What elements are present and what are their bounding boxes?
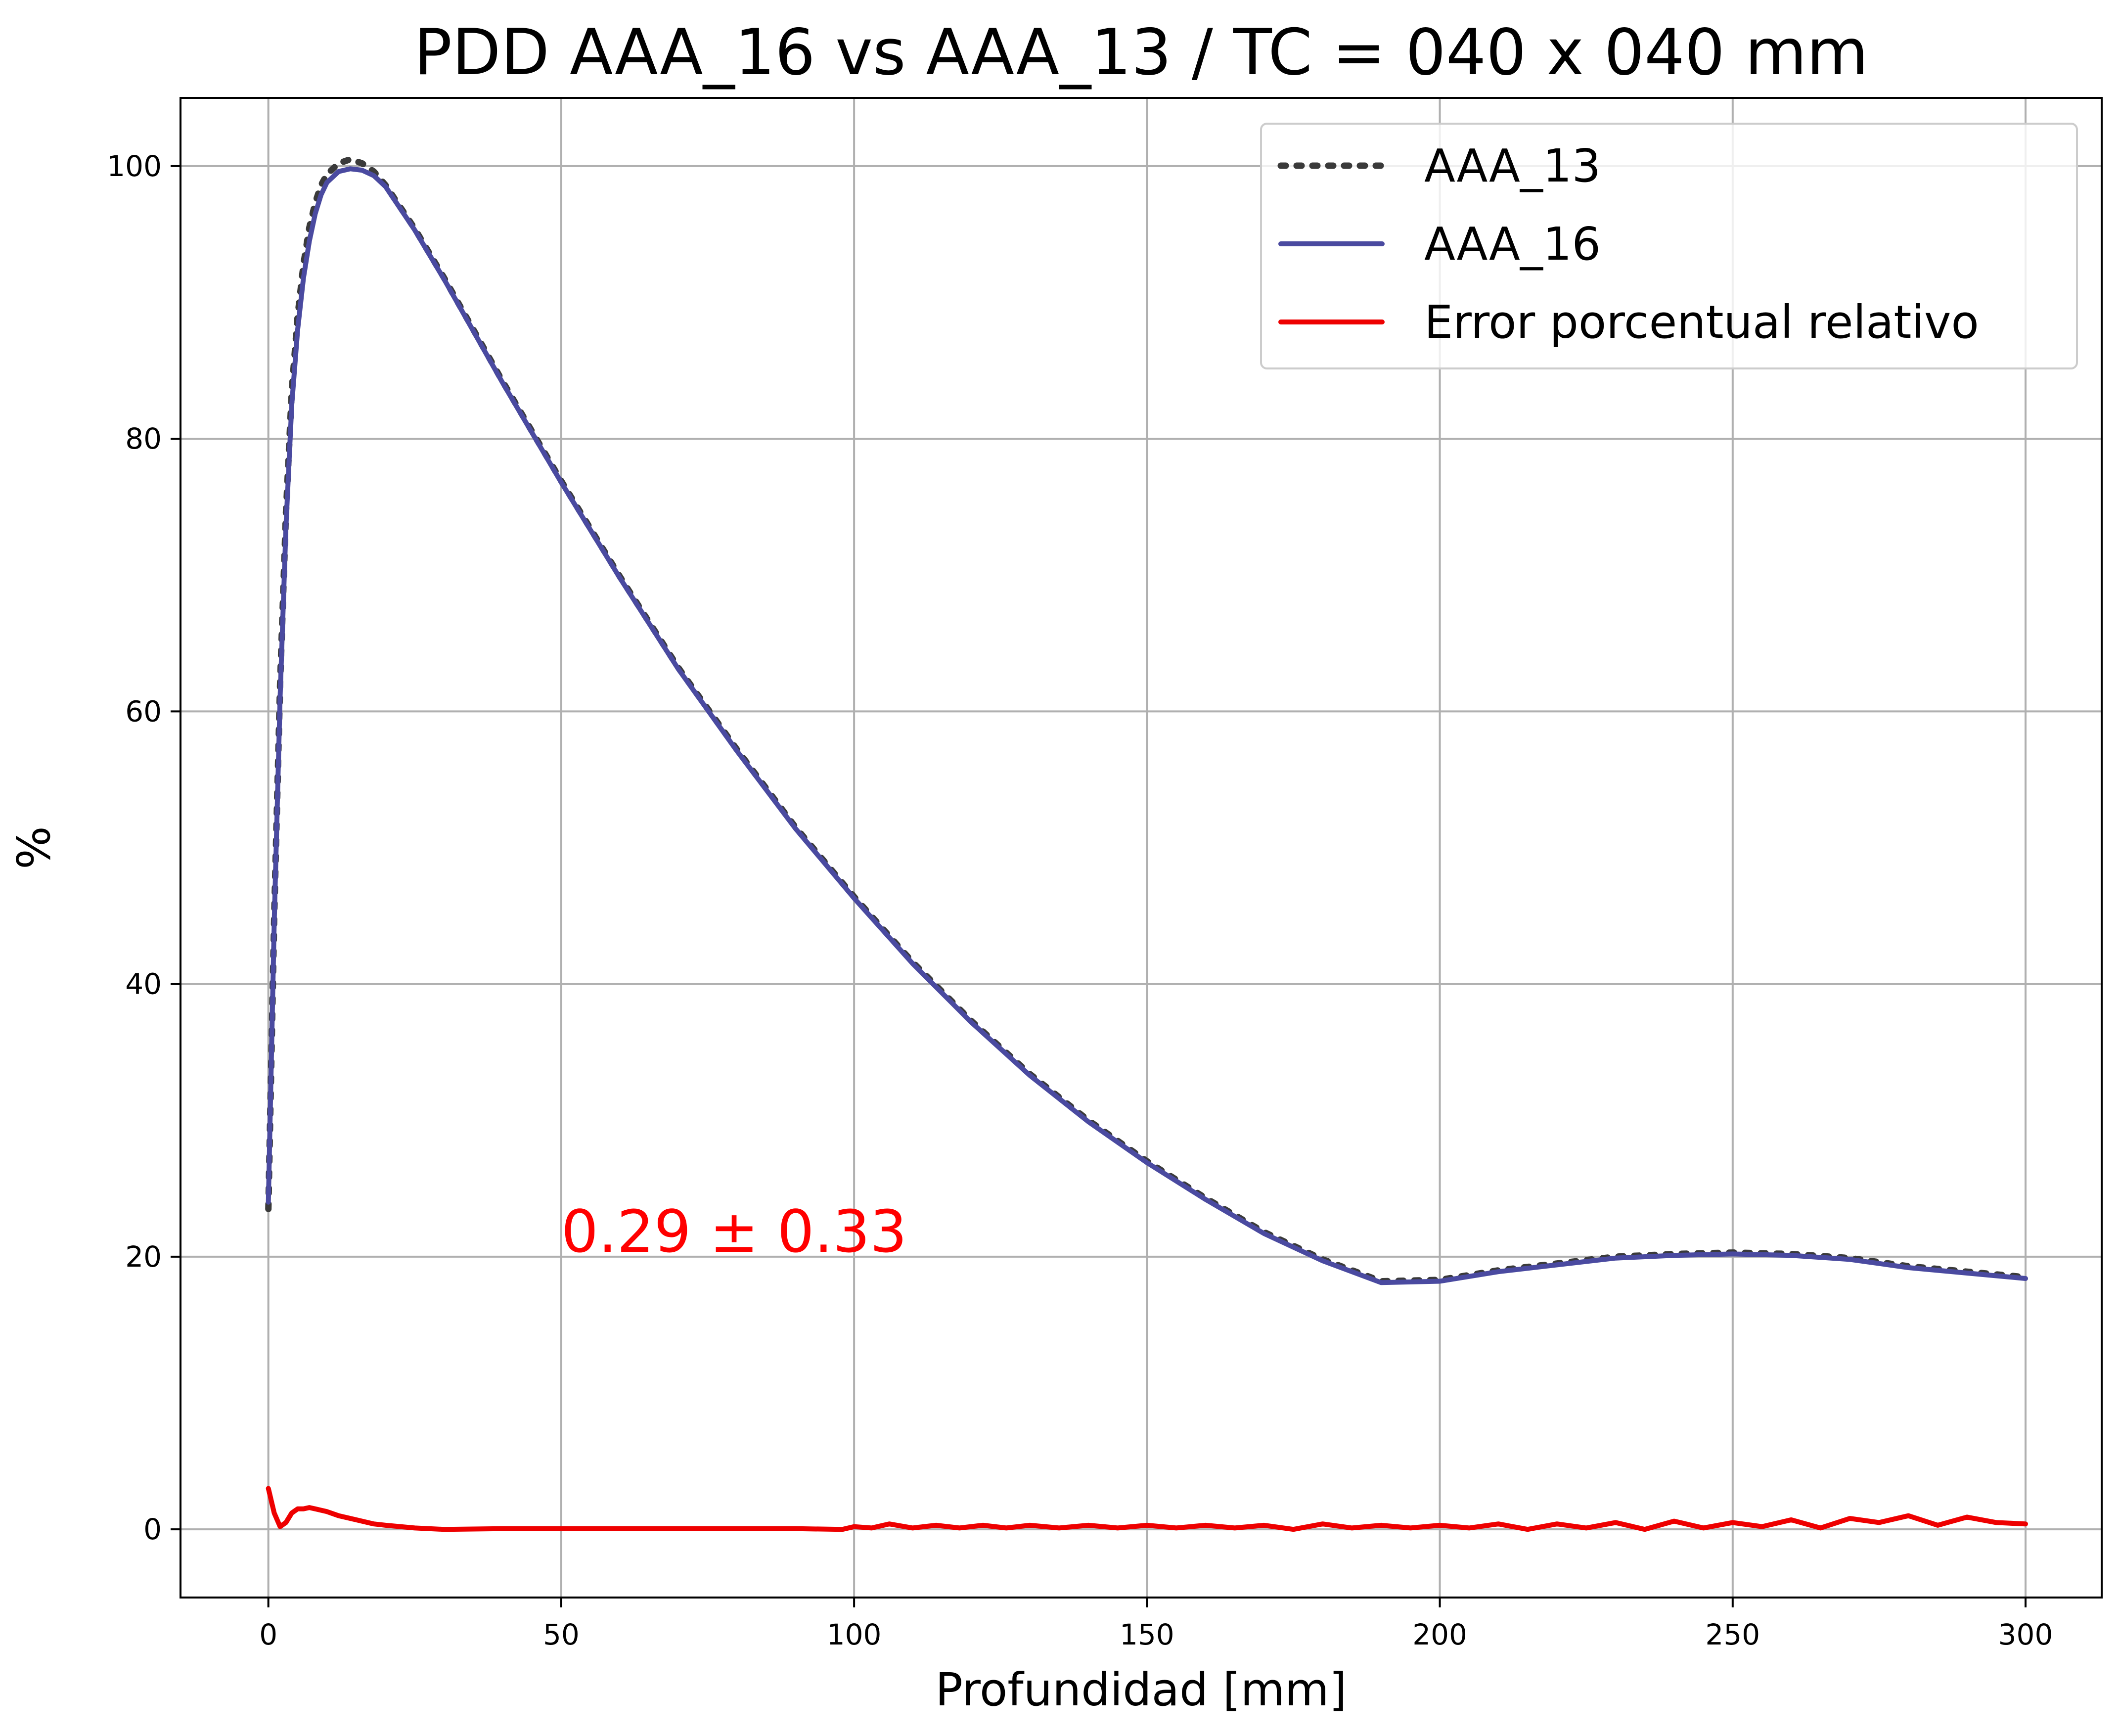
series-layer	[265, 156, 2029, 1532]
legend-entries: AAA_13 AAA_16 Error porcentual relativo	[1277, 139, 1979, 349]
y-tick-label: 80	[125, 422, 162, 456]
legend: AAA_13 AAA_16 Error porcentual relativo	[1260, 123, 2078, 369]
legend-label-aaa-13: AAA_13	[1424, 139, 1601, 192]
y-axis-ticks: 0 20 40 60 80 100	[107, 149, 180, 1546]
x-tick-label: 100	[827, 1618, 882, 1651]
legend-label-aaa-16: AAA_16	[1424, 218, 1601, 271]
error-stat-annotation: 0.29 ± 0.33	[561, 1197, 907, 1266]
legend-label-error-porcentual-relativo: Error porcentual relativo	[1424, 296, 1979, 349]
x-tick-label: 200	[1412, 1618, 1467, 1651]
x-tick-label: 300	[1998, 1618, 2053, 1651]
y-tick-label: 60	[125, 694, 162, 728]
y-tick-label: 20	[125, 1240, 162, 1274]
x-axis-ticks: 0 50 100 150 200 250 300	[259, 1598, 2053, 1651]
series-line-error-porcentual-relativo	[266, 1486, 2028, 1532]
x-axis-label: Profundidad [mm]	[935, 1663, 1347, 1716]
x-tick-label: 250	[1705, 1618, 1760, 1651]
chart-title: PDD AAA_16 vs AAA_13 / TC = 040 x 040 mm	[414, 16, 1868, 90]
y-axis-label: %	[7, 826, 60, 869]
y-tick-label: 0	[143, 1512, 162, 1546]
x-tick-label: 150	[1120, 1618, 1174, 1651]
y-tick-label: 40	[125, 967, 162, 1001]
plot-frame	[180, 97, 2103, 1599]
x-tick-label: 0	[259, 1618, 277, 1651]
series-line-aaa-16	[266, 166, 2028, 1285]
y-tick-label: 100	[107, 149, 162, 183]
legend-box	[1260, 123, 2078, 369]
x-tick-label: 50	[543, 1618, 580, 1651]
